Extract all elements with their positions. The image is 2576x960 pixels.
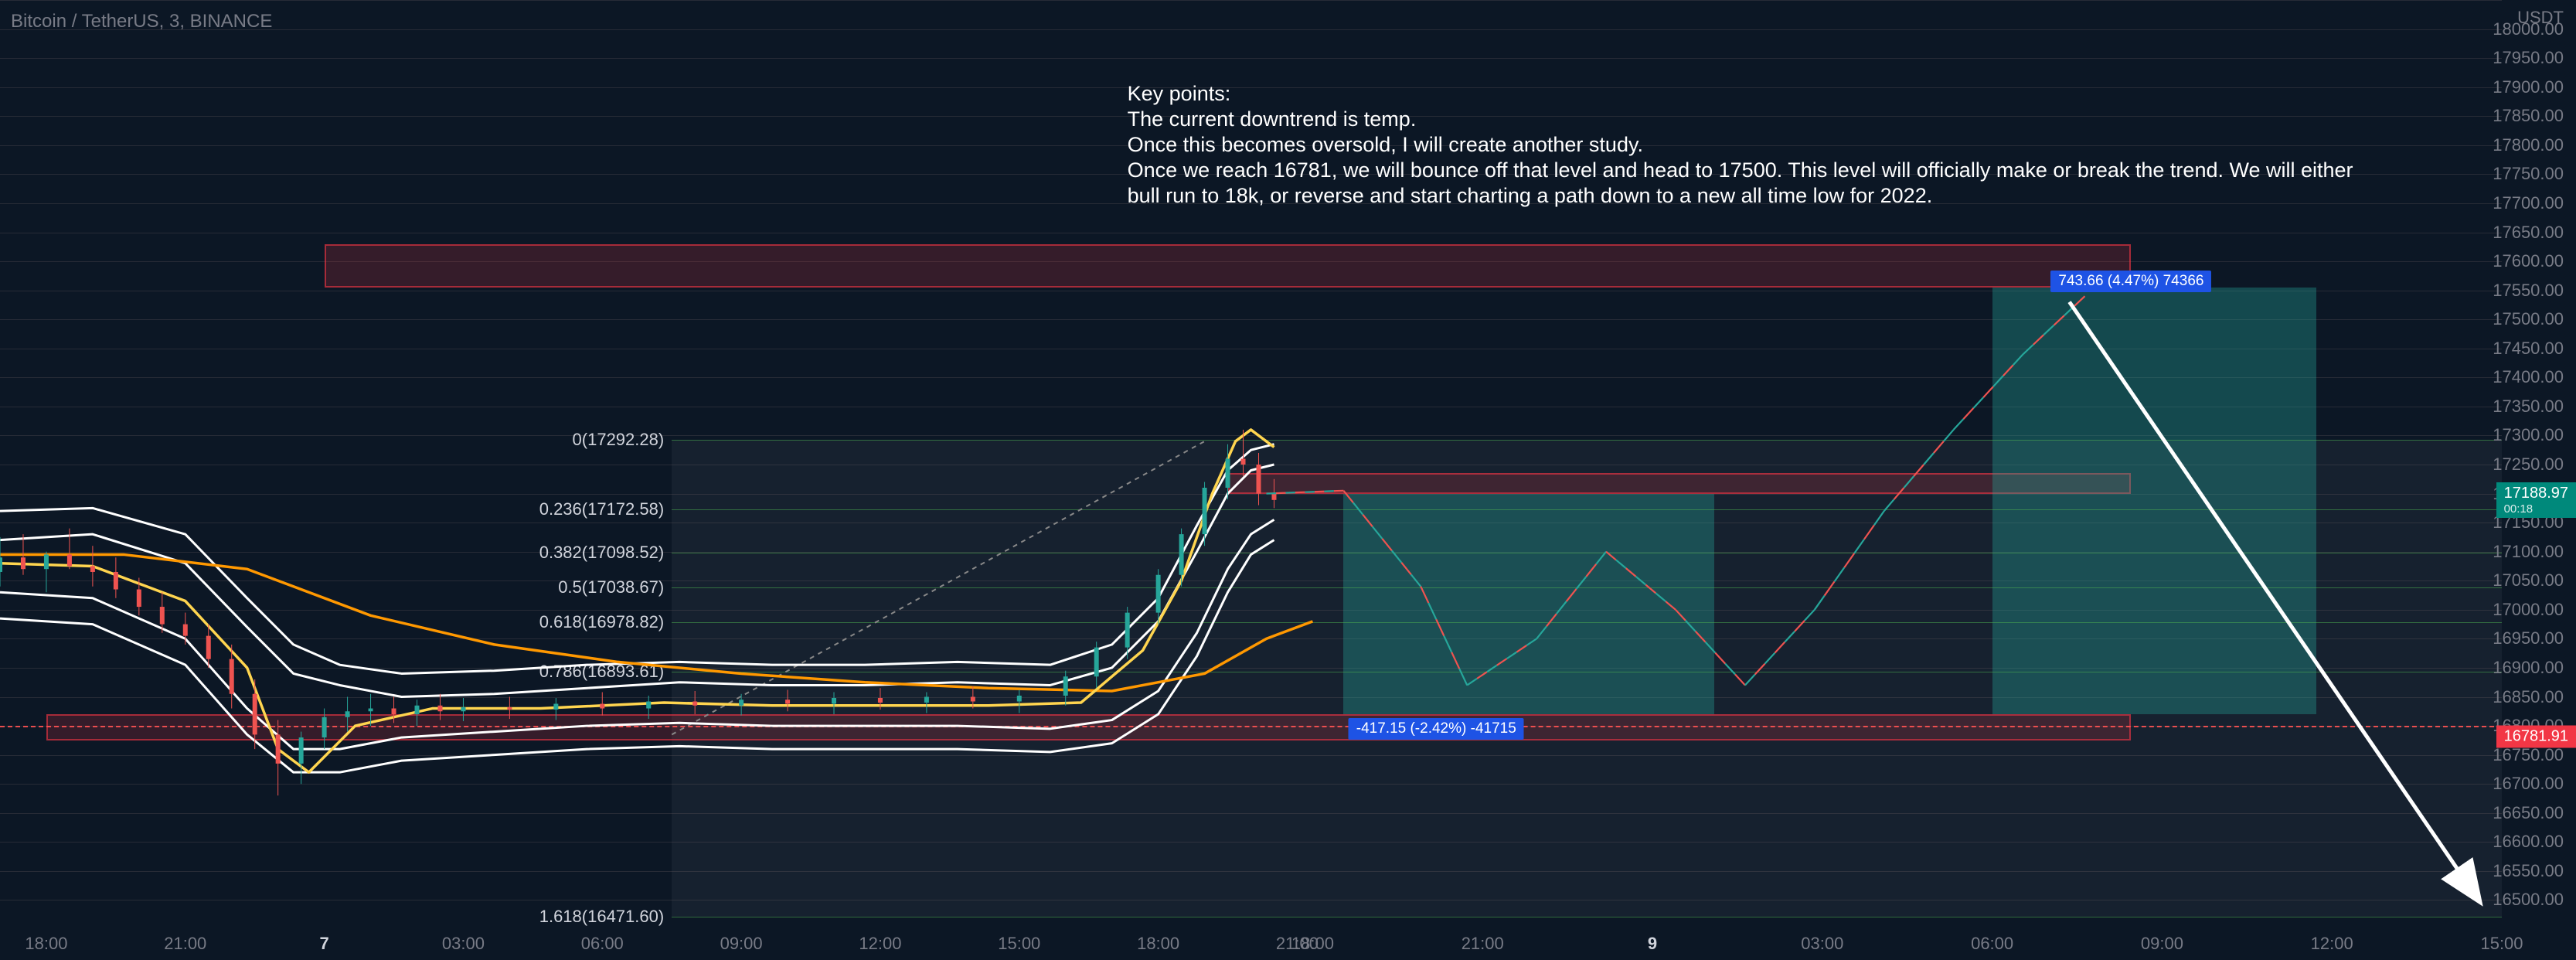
analysis-note[interactable]: Key points:The current downtrend is temp… [1128,81,2353,209]
fib-label: 0.5(17038.67) [558,577,664,597]
grid-line [0,29,2502,30]
price-tick: 16900.00 [2493,658,2564,678]
price-tick: 16600.00 [2493,832,2564,852]
time-tick: 06:00 [1971,934,2013,954]
price-tick: 16650.00 [2493,803,2564,823]
plot-area[interactable]: 0(17292.28) 0.236(17172.58) 0.382(17098.52… [0,0,2502,929]
time-tick: 12:00 [2311,934,2353,954]
grid-line [0,58,2502,59]
price-tick: 17750.00 [2493,164,2564,184]
time-tick: 06:00 [581,934,624,954]
price-tick: 17350.00 [2493,397,2564,417]
alert-price-badge: 16781.91 [2496,725,2576,747]
zone-green_short[interactable] [1343,494,1714,714]
fib-label: 0.786(16893.61) [539,662,664,682]
alert-line[interactable] [0,726,2502,727]
fib-label: 0.618(16978.82) [539,612,664,632]
price-tick: 17800.00 [2493,135,2564,155]
price-tick: 17300.00 [2493,425,2564,445]
fib-label: 0.236(17172.58) [539,499,664,519]
time-tick: 03:00 [442,934,485,954]
time-tick: 12:00 [859,934,901,954]
price-tick: 17000.00 [2493,600,2564,620]
price-tick: 17850.00 [2493,106,2564,126]
zone-red_upper[interactable] [325,244,2132,288]
fib-label: 1.618(16471.60) [539,907,664,927]
price-tick: 17250.00 [2493,454,2564,475]
price-tick: 17700.00 [2493,193,2564,213]
price-tick: 17650.00 [2493,223,2564,243]
price-tick: 17600.00 [2493,251,2564,271]
price-tick: 17400.00 [2493,367,2564,387]
price-tick: 16850.00 [2493,687,2564,707]
current-price-value: 17188.97 [2504,485,2568,502]
price-tick: 16700.00 [2493,774,2564,794]
time-tick: 7 [319,934,328,954]
time-tick: 09:00 [720,934,763,954]
price-tick: 16500.00 [2493,890,2564,910]
price-tick: 17050.00 [2493,570,2564,591]
price-tick: 17500.00 [2493,309,2564,329]
fib-label: 0.382(17098.52) [539,543,664,563]
chart-root: Bitcoin / TetherUS, 3, BINANCE 0(17292.2… [0,0,2576,960]
price-tick: 17450.00 [2493,339,2564,359]
fib-line [672,440,2502,441]
zone-green_long[interactable] [1992,288,2317,714]
price-tick: 17550.00 [2493,281,2564,301]
time-tick: 18:00 [1137,934,1179,954]
time-tick: 18:00 [25,934,67,954]
time-tick: 21:00 [164,934,206,954]
price-scale[interactable]: USDT 18000.0017950.0017900.0017850.00178… [2502,0,2576,960]
time-tick: 15:00 [998,934,1040,954]
price-tick: 17900.00 [2493,77,2564,97]
price-tick: 16750.00 [2493,745,2564,765]
price-tick: 16950.00 [2493,628,2564,649]
time-tick: 03:00 [1801,934,1843,954]
price-tick: 17950.00 [2493,48,2564,68]
current-price-badge: 17188.9700:18 [2496,482,2576,518]
fib-line [672,622,2502,623]
time-tick: 15:00 [2480,934,2523,954]
price-tick: 16550.00 [2493,861,2564,881]
price-tick: 17100.00 [2493,542,2564,562]
time-tick: 21:00 [1462,934,1504,954]
measure-tag-upper[interactable]: 743.66 (4.47%) 74366 [2050,271,2211,292]
measure-tag-lower[interactable]: -417.15 (-2.42%) -41715 [1349,718,1524,740]
time-scale[interactable]: 18:00 21:00 7 03:00 06:00 09:00 12:00 15:00 18:0… [0,929,2502,960]
countdown: 00:18 [2504,502,2568,516]
time-tick: 09:00 [2141,934,2183,954]
fib-line [672,587,2502,588]
fib-line [672,509,2502,510]
fib-label: 0(17292.28) [573,430,665,450]
grid-line [0,0,2502,1]
price-tick: 18000.00 [2493,19,2564,39]
time-tick: 9 [1648,934,1657,954]
time-tick: 18:00 [1291,934,1334,954]
